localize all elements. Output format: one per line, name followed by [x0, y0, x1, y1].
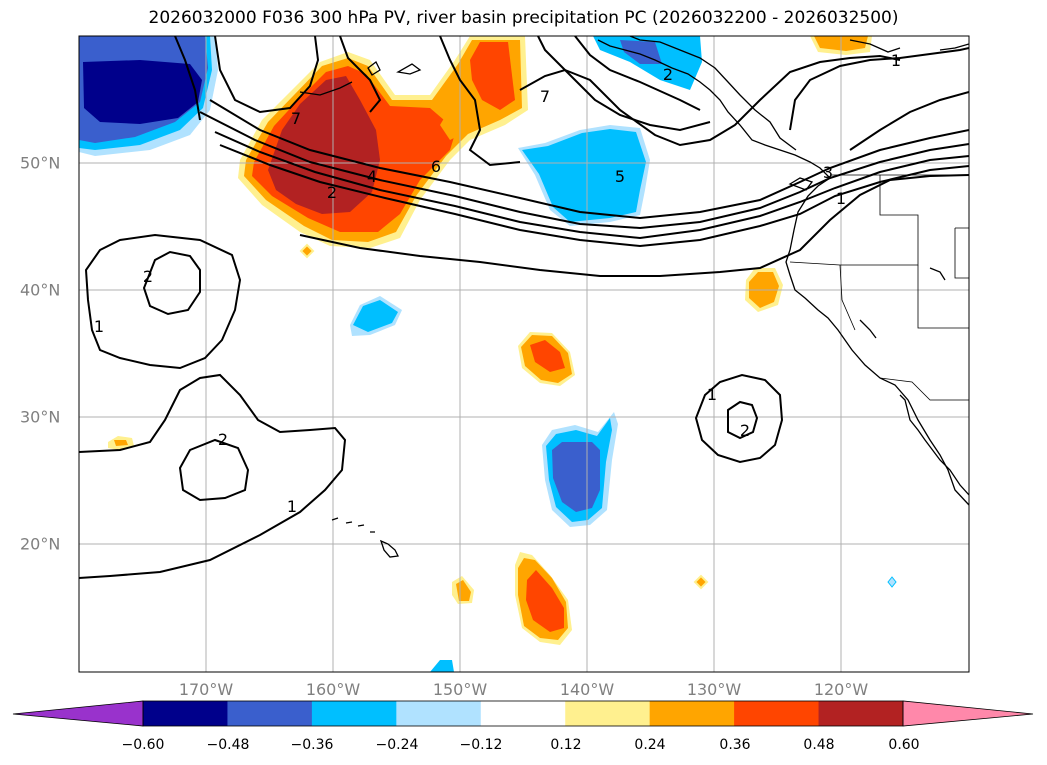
colorbar-tick: −0.36 — [290, 737, 334, 753]
svg-text:1: 1 — [891, 51, 901, 70]
svg-text:5: 5 — [615, 167, 625, 186]
svg-text:1: 1 — [707, 385, 717, 404]
colorbar-swatch — [649, 701, 735, 726]
svg-text:2: 2 — [218, 430, 228, 449]
colorbar-tick: −0.60 — [121, 737, 165, 753]
pv-contours — [79, 36, 969, 579]
map-title: 2026032000 F036 300 hPa PV, river basin … — [148, 8, 899, 28]
lon-label-130w: 130°W — [686, 680, 742, 699]
svg-text:1: 1 — [287, 497, 297, 516]
lon-label-170w: 170°W — [178, 680, 234, 699]
colorbar-swatch — [13, 701, 143, 726]
svg-text:3: 3 — [823, 163, 833, 182]
colorbar — [12, 700, 1034, 727]
lon-label-160w: 160°W — [305, 680, 361, 699]
colorbar-tick: −0.12 — [459, 737, 503, 753]
map-panel: 1 2 3 4 5 6 7 1 2 2 1 1 2 1 2 4 3 1 7 5 — [78, 35, 970, 673]
country-borders — [789, 174, 969, 401]
colorbar-swatch — [565, 701, 651, 726]
graticule — [79, 36, 969, 672]
colorbar-tick: 0.48 — [803, 737, 835, 753]
pv-contour-labels: 1 2 3 4 5 6 7 1 2 2 1 1 2 1 2 4 3 1 7 5 — [94, 51, 901, 516]
colorbar-tick: 0.60 — [888, 737, 920, 753]
negative-anomaly-south — [542, 412, 618, 527]
lon-label-150w: 150°W — [432, 680, 488, 699]
colorbar-tick: 0.36 — [719, 737, 751, 753]
positive-anomaly-tiny-3 — [299, 243, 315, 259]
colorbar-tick: 0.12 — [550, 737, 582, 753]
colorbar-tick: −0.24 — [375, 737, 419, 753]
colorbar-swatch — [480, 701, 566, 726]
svg-text:7: 7 — [540, 87, 550, 106]
colorbar-swatch — [903, 701, 1033, 726]
positive-anomaly-tiny-4 — [693, 574, 709, 590]
svg-text:1: 1 — [836, 189, 846, 208]
colorbar-swatch — [227, 701, 313, 726]
colorbar-swatch — [734, 701, 820, 726]
lat-label-50n: 50°N — [20, 153, 61, 173]
negative-anomaly-ne — [518, 125, 650, 226]
lon-label-140w: 140°W — [559, 680, 615, 699]
svg-text:2: 2 — [143, 267, 153, 286]
negative-anomaly-tiny — [430, 660, 454, 672]
colorbar-swatch — [818, 701, 904, 726]
negative-anomaly-dot — [887, 576, 897, 588]
svg-text:7: 7 — [291, 109, 301, 128]
lat-label-40n: 40°N — [20, 280, 61, 300]
colorbar-swatch — [396, 701, 482, 726]
colorbar-swatch — [311, 701, 397, 726]
negative-anomaly-nw — [79, 36, 218, 156]
colorbar-swatch — [143, 701, 228, 726]
positive-anomaly-gulf — [238, 36, 528, 248]
svg-text:1: 1 — [94, 317, 104, 336]
lat-label-20n: 20°N — [20, 534, 61, 554]
colorbar-tick: 0.24 — [634, 737, 666, 753]
svg-text:2: 2 — [740, 421, 750, 440]
svg-text:2: 2 — [663, 65, 673, 84]
lat-label-30n: 30°N — [20, 407, 61, 427]
svg-text:6: 6 — [431, 157, 441, 176]
colorbar-tick: −0.48 — [206, 737, 250, 753]
svg-text:2: 2 — [327, 183, 337, 202]
coastlines — [299, 36, 969, 558]
lon-label-120w: 120°W — [813, 680, 869, 699]
svg-text:4: 4 — [367, 167, 377, 186]
